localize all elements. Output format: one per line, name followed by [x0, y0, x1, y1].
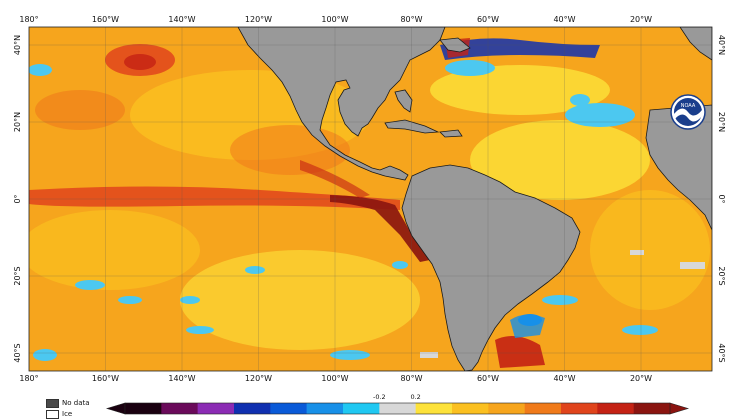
bottom-longitude-labels: 180° 160°W 140°W 120°W 100°W 80°W 60°W 40°W 20°W — [19, 374, 652, 383]
top-lon-label: 40°W — [553, 15, 575, 24]
colorbar-segment — [125, 403, 162, 414]
top-lon-label: 80°W — [400, 15, 422, 24]
anomaly-patch — [590, 190, 710, 310]
anomaly-patch — [470, 120, 650, 200]
bottom-lon-label: 60°W — [477, 374, 499, 383]
africa — [645, 104, 712, 231]
colorbar-segment — [234, 403, 271, 414]
anomaly-patch — [430, 65, 610, 115]
cool-patch — [622, 325, 658, 335]
anomaly-patch — [29, 210, 200, 290]
ice-swatch — [46, 410, 59, 419]
colorbar-segment — [343, 403, 380, 414]
left-lat-label: 20°N — [13, 112, 22, 132]
colorbar-segment — [161, 403, 198, 414]
bottom-lon-label: 160°W — [92, 374, 119, 383]
bottom-lon-label: 100°W — [321, 374, 348, 383]
top-lon-label: 160°W — [92, 15, 119, 24]
bottom-lon-label: 20°W — [630, 374, 652, 383]
colorbar-segment — [306, 403, 344, 414]
colorbar-labels: -0.2 0.2 — [373, 393, 421, 401]
anomaly-patch — [35, 90, 125, 130]
cool-patch — [29, 64, 52, 76]
ice-label: Ice — [62, 410, 73, 418]
colorbar-segment — [488, 403, 525, 414]
colorbar-segment — [452, 403, 489, 414]
left-lat-label: 0° — [13, 194, 22, 203]
cool-patch — [180, 296, 200, 304]
bottom-lon-label: 140°W — [168, 374, 195, 383]
right-latitude-labels: 40°N 20°N 0° 20°S 40°S — [717, 35, 726, 363]
map-border — [28, 26, 713, 372]
florida — [394, 89, 413, 113]
cool-patch — [565, 103, 635, 127]
noaa-logo-text: NOAA — [681, 103, 696, 109]
gulf-stream-anomaly — [440, 38, 600, 60]
colorbar-segment — [415, 403, 453, 414]
top-longitude-labels: 180° 160°W 140°W 120°W 100°W 80°W 60°W 40°W 20°W — [19, 15, 652, 24]
bottom-lon-label: 180° — [19, 374, 38, 383]
colorbar-label: 0.2 — [410, 393, 420, 401]
colorbar-frame — [124, 402, 671, 415]
colorbar-label: -0.2 — [373, 393, 386, 401]
left-latitude-labels: 40°N 20°N 0° 20°S 40°S — [13, 35, 22, 363]
colorbar-segment — [270, 403, 307, 414]
cool-patch — [392, 261, 408, 269]
equatorial-warm-band — [29, 186, 400, 210]
top-lon-label: 120°W — [245, 15, 272, 24]
hispaniola — [439, 129, 463, 138]
right-lat-label: 40°N — [717, 35, 726, 55]
no-data-patch — [680, 262, 705, 269]
colorbar-high-arrow — [669, 402, 690, 415]
cool-patch — [542, 295, 578, 305]
colorbar-segment — [379, 403, 416, 414]
left-lat-label: 20°S — [13, 266, 22, 285]
colorbar-segment — [561, 403, 598, 414]
north-america — [237, 27, 446, 181]
cool-patch — [330, 350, 370, 360]
equatorial-hot-core — [330, 195, 430, 262]
anomaly-patch — [124, 54, 156, 70]
cool-patch — [75, 280, 105, 290]
cool-patch — [570, 94, 590, 106]
colorbar-segment — [524, 403, 562, 414]
cool-patch — [33, 349, 57, 361]
top-lon-label: 180° — [19, 15, 38, 24]
bottom-lon-label: 120°W — [245, 374, 272, 383]
noaa-logo: NOAA — [670, 94, 706, 130]
right-lat-label: 40°S — [717, 343, 726, 362]
right-lat-label: 20°S — [717, 266, 726, 285]
top-lon-label: 100°W — [321, 15, 348, 24]
left-lat-label: 40°N — [13, 35, 22, 55]
cool-patch — [245, 266, 265, 274]
no-data-patch — [630, 250, 644, 255]
anomaly-patches — [29, 38, 710, 368]
cool-patch — [445, 60, 495, 76]
map-gridlines — [29, 27, 712, 371]
greenland — [679, 27, 712, 61]
bottom-lon-label: 40°W — [553, 374, 575, 383]
colorbar-segment — [597, 403, 634, 414]
right-lat-label: 20°N — [717, 112, 726, 132]
anomaly-patch — [180, 250, 420, 350]
bottom-lon-label: 80°W — [400, 374, 422, 383]
colorbar — [105, 402, 690, 415]
cool-patch — [186, 326, 214, 334]
top-lon-label: 140°W — [168, 15, 195, 24]
right-lat-label: 0° — [717, 194, 726, 203]
left-lat-label: 40°S — [13, 343, 22, 362]
south-atlantic-anomaly — [510, 314, 545, 338]
no-data-label: No data — [62, 399, 90, 407]
cool-patch — [118, 296, 142, 304]
no-data-patch — [420, 352, 438, 358]
south-atlantic-anomaly — [495, 336, 545, 368]
colorbar-low-arrow — [105, 402, 126, 415]
top-lon-label: 20°W — [630, 15, 652, 24]
colorbar-segment — [197, 403, 235, 414]
top-lon-label: 60°W — [477, 15, 499, 24]
south-america — [401, 164, 581, 371]
no-data-swatch — [46, 399, 59, 408]
colorbar-segment — [633, 403, 671, 414]
